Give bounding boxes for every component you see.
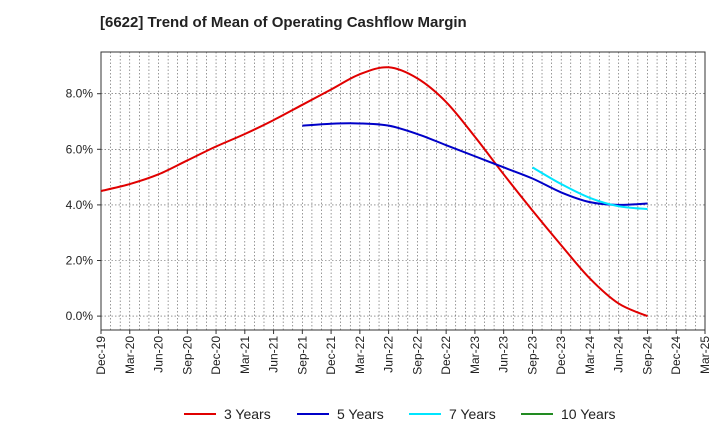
legend-item-10-years: 10 Years	[521, 406, 616, 422]
x-tick-label: Mar-21	[238, 336, 252, 374]
series-line-5-years	[302, 122, 648, 206]
grid-layer	[101, 52, 705, 330]
x-tick-label: Jun-21	[267, 336, 281, 373]
x-tick-label: Sep-20	[180, 336, 194, 375]
legend-label-10-years: 10 Years	[561, 406, 616, 422]
axis-layer: 0.0% 2.0% 4.0% 6.0% 8.0% Dec-19 Mar-20 Jun-20 Se…	[66, 87, 712, 375]
y-tick-label: 0.0%	[66, 309, 94, 323]
legend-label-7-years: 7 Years	[449, 406, 496, 422]
series-layer	[100, 66, 648, 318]
x-tick-label: Sep-23	[525, 336, 539, 375]
legend-item-7-years: 7 Years	[409, 406, 496, 422]
legend: 3 Years 5 Years 7 Years 10 Years	[184, 406, 616, 422]
x-tick-label: Jun-24	[612, 336, 626, 373]
x-tick-label: Dec-21	[324, 336, 338, 375]
legend-item-5-years: 5 Years	[297, 406, 384, 422]
x-tick-label: Mar-24	[583, 336, 597, 374]
legend-item-3-years: 3 Years	[184, 406, 271, 422]
x-tick-label: Jun-23	[497, 336, 511, 373]
x-tick-label: Dec-22	[439, 336, 453, 375]
x-tick-label: Jun-22	[382, 336, 396, 373]
x-tick-label: Sep-24	[640, 336, 654, 375]
y-tick-label: 8.0%	[66, 87, 94, 101]
series-line-3-years	[100, 66, 648, 318]
chart-title: [6622] Trend of Mean of Operating Cashfl…	[100, 14, 467, 31]
x-tick-label: Mar-22	[353, 336, 367, 374]
x-tick-label: Dec-23	[554, 336, 568, 375]
legend-label-5-years: 5 Years	[337, 406, 384, 422]
y-tick-label: 6.0%	[66, 142, 94, 156]
x-tick-label: Jun-20	[152, 336, 166, 373]
x-tick-label: Mar-25	[698, 336, 712, 374]
y-tick-label: 4.0%	[66, 198, 94, 212]
legend-label-3-years: 3 Years	[224, 406, 271, 422]
x-tick-label: Dec-20	[209, 336, 223, 375]
series-line-7-years	[531, 166, 648, 211]
x-tick-label: Mar-20	[123, 336, 137, 374]
x-tick-label: Mar-23	[468, 336, 482, 374]
x-tick-label: Sep-22	[410, 336, 424, 375]
y-tick-label: 2.0%	[66, 254, 94, 268]
x-tick-label: Dec-19	[94, 336, 108, 375]
x-tick-label: Sep-21	[295, 336, 309, 375]
x-tick-label: Dec-24	[669, 336, 683, 375]
